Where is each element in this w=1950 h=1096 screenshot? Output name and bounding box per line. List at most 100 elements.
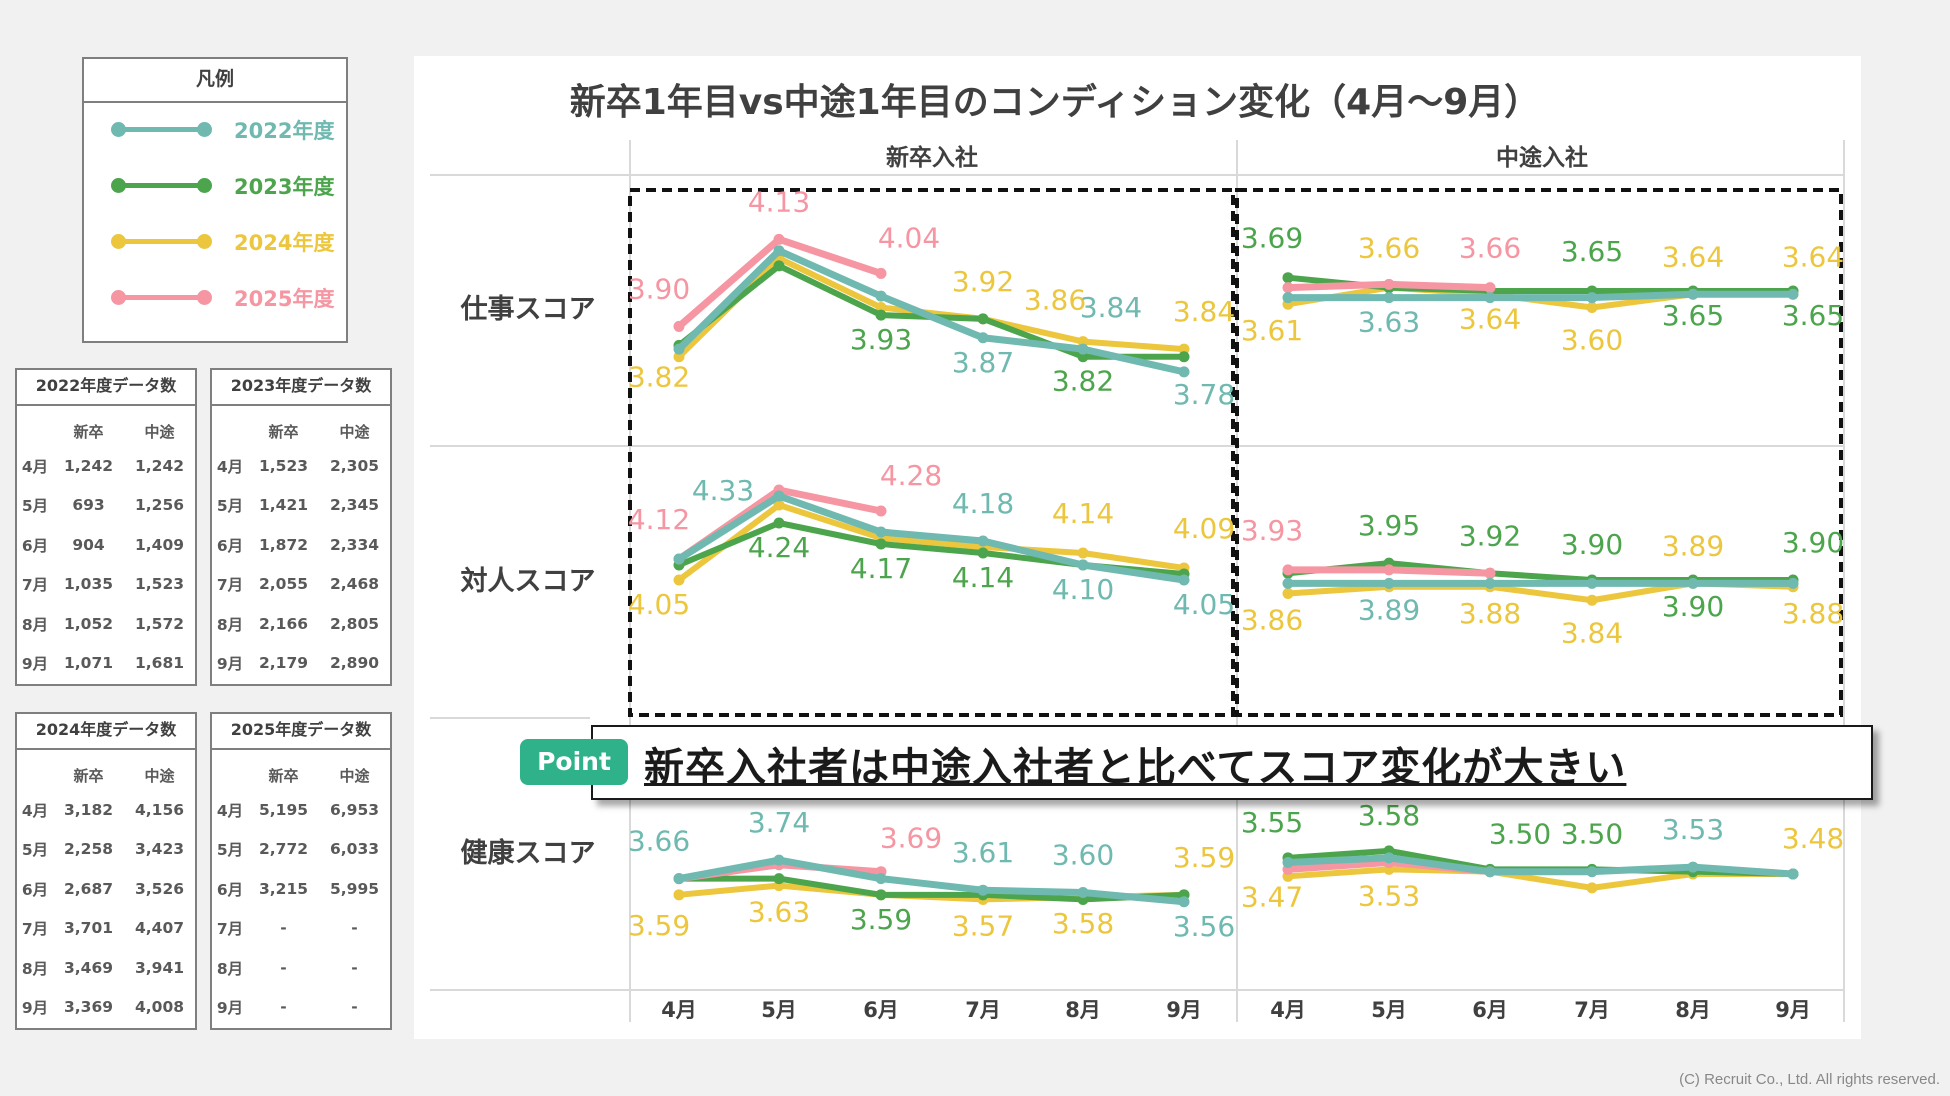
data-point [1282,577,1294,589]
data-label: 3.57 [952,909,1014,942]
data-point [1282,282,1294,294]
column-header: 中途 [144,766,175,785]
data-label: 3.89 [1662,529,1724,562]
data-label: 3.65 [1782,299,1844,332]
data-label: 3.69 [880,822,942,855]
row-header: 仕事スコア [460,294,596,325]
data-label: 3.66 [628,825,690,858]
data-label: 3.90 [628,272,690,305]
month-cell: 8月 [216,615,244,634]
data-label: 3.89 [1358,593,1420,626]
table-row: 6月 3,215 5,995 [212,869,390,909]
data-label: 3.53 [1662,813,1724,846]
month-cell: 4月 [216,457,244,476]
data-point [875,873,887,885]
data-point [1077,336,1089,348]
data-point [875,505,887,517]
data-label: 3.65 [1561,235,1623,268]
legend-marker [197,290,212,305]
data-point [875,538,887,550]
month-cell: 4月 [21,457,49,476]
count-cell: 2,805 [329,614,380,633]
month-cell: 9月 [216,655,244,674]
data-label: 3.95 [1358,509,1420,542]
series-line-2024年度 [676,502,1187,583]
legend-item-2: 2023年度 [84,165,346,205]
table-header-row: 新卒 中途 [212,416,390,446]
data-label: 3.90 [1561,528,1623,561]
count-cell: 1,242 [63,456,114,475]
legend-item-1: 2022年度 [84,109,346,149]
column-header: 中途入社 [1496,144,1588,171]
data-label: 4.05 [1173,588,1235,621]
legend-label: 2024年度 [234,231,335,255]
count-cell: 1,256 [134,496,185,515]
legend-marker [111,122,126,137]
count-cell: 2,468 [329,575,380,594]
table-row: 6月 2,687 3,526 [17,869,195,909]
count-cell: 2,166 [258,614,309,633]
point-badge: Point [520,739,628,785]
data-label: 3.63 [1358,306,1420,339]
column-header: 新卒 [268,766,299,785]
count-cell: 1,035 [63,575,114,594]
month-cell: 6月 [21,880,49,899]
data-label: 3.69 [1241,222,1303,255]
month-cell: 9月 [21,999,49,1018]
data-label: 3.74 [748,806,810,839]
data-point [673,553,685,565]
x-tick-label: 8月 [1065,998,1101,1022]
count-cell: 1,572 [134,614,185,633]
count-table-title: 2025年度データ数 [212,714,390,750]
data-label: 3.55 [1241,806,1303,839]
data-label: 3.66 [1459,232,1521,265]
table-row: 9月 - - [212,988,390,1028]
data-point [1178,343,1190,355]
table-row: 7月 1,035 1,523 [17,565,195,605]
count-table-title: 2023年度データ数 [212,370,390,406]
data-label: 4.14 [952,561,1014,594]
count-cell: 1,523 [134,575,185,594]
data-label: 4.12 [628,503,690,536]
data-label: 3.78 [1173,378,1235,411]
table-row: 5月 693 1,256 [17,486,195,526]
data-point [773,873,785,885]
data-point [977,547,989,559]
x-tick-label: 4月 [661,998,697,1022]
data-label: 4.14 [1052,497,1114,530]
month-cell: 7月 [216,920,244,939]
count-table-grid: 新卒 中途 4月 1,242 1,242 5月 693 1,256 6月 904 1,409 7月 1,… [17,416,195,683]
month-cell: 4月 [216,801,244,820]
data-point [1586,594,1598,606]
data-point [1383,852,1395,864]
column-header: 新卒 [73,766,104,785]
month-cell: 8月 [21,615,49,634]
data-point [1787,577,1799,589]
data-label: 4.24 [748,531,810,564]
count-cell: 6,033 [329,840,380,859]
data-point [1077,547,1089,559]
count-cell: 1,421 [258,496,309,515]
data-label: 3.60 [1052,839,1114,872]
series-line-2022年度 [675,492,1188,584]
data-label: 3.86 [1024,284,1086,317]
data-label: 3.64 [1459,302,1521,335]
legend-line [117,239,205,244]
row-header: 健康スコア [461,837,596,869]
data-label: 4.04 [878,221,940,254]
data-label: 3.92 [1459,519,1521,552]
data-point [1484,282,1496,294]
count-table-title: 2022年度データ数 [17,370,195,406]
count-cell: 3,469 [63,958,114,977]
data-label: 3.93 [850,323,912,356]
data-point [1484,567,1496,579]
x-tick-label: 6月 [1472,998,1508,1022]
data-label: 3.48 [1782,822,1844,855]
count-cell: 2,772 [258,840,309,859]
count-table-1: 2022年度データ数 新卒 中途 4月 1,242 1,242 5月 693 1,256 6月 90… [15,368,197,686]
data-label: 3.90 [1662,590,1724,623]
data-label: 3.82 [1052,365,1114,398]
data-point [1178,896,1190,908]
table-row: 9月 2,179 2,890 [212,644,390,684]
data-label: 4.10 [1052,573,1114,606]
